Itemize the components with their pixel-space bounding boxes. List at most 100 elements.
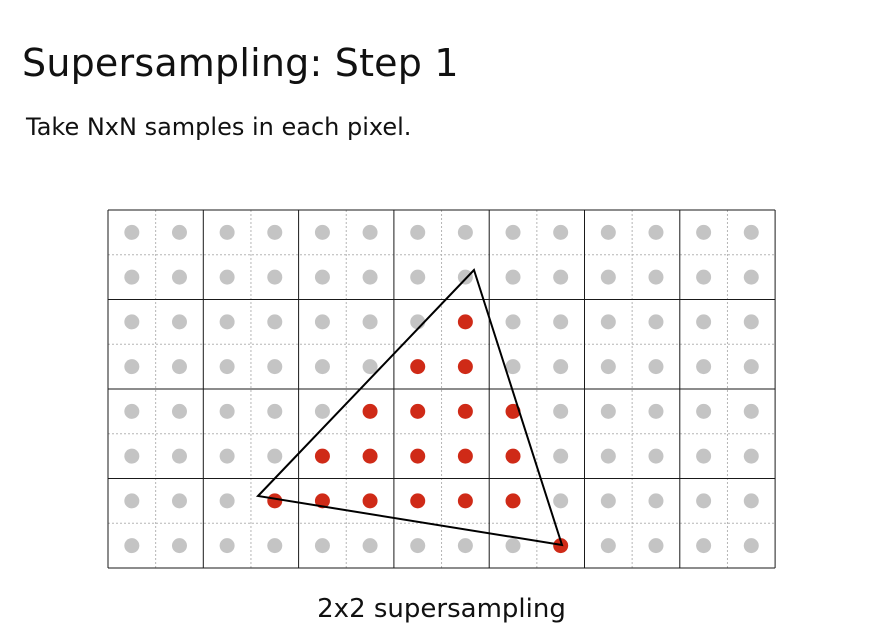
sample-point <box>600 403 616 419</box>
sample-point <box>362 314 378 330</box>
pixel-grid <box>107 209 776 569</box>
sample-point <box>219 538 235 554</box>
sample-point <box>171 493 187 509</box>
sample-point <box>600 493 616 509</box>
sample-point <box>314 359 330 375</box>
sample-point <box>600 538 616 554</box>
sample-point <box>171 538 187 554</box>
sample-point <box>171 359 187 375</box>
sample-point <box>124 224 140 240</box>
sample-point <box>219 224 235 240</box>
sample-point <box>171 403 187 419</box>
sample-point-covered <box>505 493 521 509</box>
sample-point <box>648 269 664 285</box>
sample-point-covered <box>457 448 473 464</box>
sample-point <box>696 448 712 464</box>
sample-point <box>648 493 664 509</box>
sample-point <box>410 314 426 330</box>
sample-point <box>124 269 140 285</box>
sample-point <box>171 448 187 464</box>
sample-point <box>696 359 712 375</box>
sample-point-covered <box>314 493 330 509</box>
sample-point-covered <box>362 493 378 509</box>
sample-point <box>267 538 283 554</box>
slide-title: Supersampling: Step 1 <box>22 41 459 86</box>
sample-point <box>600 224 616 240</box>
sample-point <box>314 314 330 330</box>
sample-point <box>124 403 140 419</box>
sample-point <box>267 359 283 375</box>
sample-point <box>648 224 664 240</box>
sample-point <box>219 403 235 419</box>
sample-point <box>171 314 187 330</box>
sample-point <box>219 314 235 330</box>
sample-point-covered <box>410 493 426 509</box>
sample-point <box>743 538 759 554</box>
sample-points <box>124 224 759 554</box>
sample-point <box>457 269 473 285</box>
sample-point <box>743 269 759 285</box>
sample-point-covered <box>410 403 426 419</box>
sample-point-covered <box>505 403 521 419</box>
sample-point <box>219 269 235 285</box>
sample-point <box>124 448 140 464</box>
sample-point <box>553 493 569 509</box>
sample-point <box>362 538 378 554</box>
sample-point <box>362 359 378 375</box>
sample-point <box>505 269 521 285</box>
sample-point <box>600 314 616 330</box>
sample-point <box>267 448 283 464</box>
sample-point <box>219 493 235 509</box>
sample-point <box>457 538 473 554</box>
sample-point <box>124 538 140 554</box>
sample-point <box>553 269 569 285</box>
sample-point <box>457 224 473 240</box>
sample-point-covered <box>457 359 473 375</box>
sample-point <box>648 314 664 330</box>
sample-point <box>648 359 664 375</box>
sample-point-covered <box>362 403 378 419</box>
sample-point <box>743 448 759 464</box>
sample-point <box>743 359 759 375</box>
sample-point <box>696 314 712 330</box>
sample-point <box>696 269 712 285</box>
sample-point <box>505 314 521 330</box>
sample-point <box>553 314 569 330</box>
sample-point <box>124 314 140 330</box>
sample-point <box>219 359 235 375</box>
sample-point <box>267 403 283 419</box>
sample-point <box>267 224 283 240</box>
sample-point-covered <box>457 403 473 419</box>
sample-point <box>171 224 187 240</box>
sample-point <box>696 403 712 419</box>
sample-point-covered <box>505 448 521 464</box>
sample-point-covered <box>267 493 283 509</box>
sample-point <box>314 224 330 240</box>
sample-point-covered <box>410 359 426 375</box>
sample-point-covered <box>314 448 330 464</box>
slide-body-text: Take NxN samples in each pixel. <box>26 113 412 141</box>
sample-point <box>743 314 759 330</box>
sample-point <box>553 359 569 375</box>
sample-point <box>600 448 616 464</box>
sample-point <box>362 224 378 240</box>
sample-point <box>553 403 569 419</box>
sample-point <box>314 403 330 419</box>
sample-point <box>743 493 759 509</box>
sample-point <box>505 538 521 554</box>
subsample-grid <box>108 210 776 568</box>
sample-point <box>171 269 187 285</box>
sample-point <box>505 224 521 240</box>
sample-point-covered <box>410 448 426 464</box>
sample-point <box>600 359 616 375</box>
sample-point-covered <box>457 493 473 509</box>
sample-point-covered <box>362 448 378 464</box>
sample-point <box>314 269 330 285</box>
sample-point <box>124 493 140 509</box>
sample-point-covered <box>457 314 473 330</box>
sample-point <box>267 314 283 330</box>
sample-point <box>410 224 426 240</box>
sample-point <box>267 269 283 285</box>
caption: 2x2 supersampling <box>317 594 566 624</box>
triangle <box>255 268 564 547</box>
